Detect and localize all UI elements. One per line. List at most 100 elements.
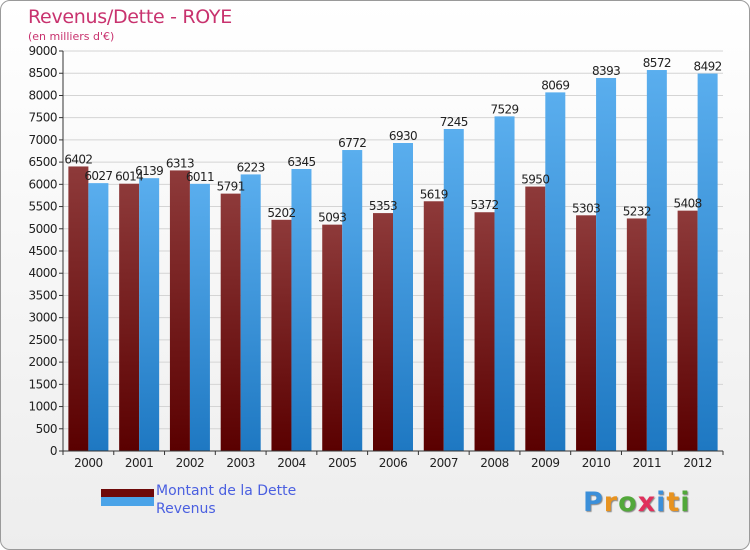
- data-label-dette: 5093: [318, 211, 346, 225]
- y-tick-label: 5000: [28, 222, 57, 236]
- x-tick-label: 2000: [74, 456, 103, 470]
- y-tick-label: 0: [50, 444, 57, 458]
- y-tick-label: 2500: [28, 333, 57, 347]
- x-tick-label: 2005: [328, 456, 357, 470]
- bar-revenus: [443, 129, 464, 451]
- data-label-revenus: 8069: [541, 78, 569, 92]
- x-tick-label: 2011: [633, 456, 662, 470]
- bar-revenus: [494, 116, 515, 451]
- data-label-dette: 5619: [420, 187, 448, 201]
- y-tick-label: 3000: [28, 311, 57, 325]
- y-tick-label: 8000: [28, 88, 57, 102]
- bar-dette: [525, 186, 546, 452]
- bar-revenus: [697, 73, 718, 452]
- data-label-dette: 6313: [166, 156, 194, 170]
- bar-revenus: [646, 70, 667, 452]
- data-label-revenus: 7529: [490, 102, 518, 116]
- data-label-revenus: 8393: [592, 64, 620, 78]
- logo-letter: o: [618, 487, 638, 518]
- y-tick-label: 6500: [28, 155, 57, 169]
- data-label-dette: 5202: [267, 206, 295, 220]
- bar-dette: [68, 166, 89, 451]
- logo-letter: x: [637, 487, 657, 518]
- data-label-revenus: 8492: [694, 60, 722, 74]
- data-label-dette: 5950: [521, 173, 549, 187]
- y-tick-label: 7000: [28, 133, 57, 147]
- x-tick-label: 2003: [226, 456, 255, 470]
- bar-revenus: [291, 169, 312, 451]
- data-label-revenus: 8572: [643, 56, 671, 70]
- bar-dette: [474, 212, 495, 451]
- bar-revenus: [596, 77, 617, 451]
- data-label-revenus: 6930: [389, 129, 417, 143]
- data-label-dette: 6014: [115, 170, 143, 184]
- logo-letter: P: [583, 487, 604, 518]
- bar-revenus: [393, 143, 413, 451]
- bar-dette: [576, 215, 597, 451]
- data-label-dette: 5372: [470, 198, 498, 212]
- logo-letter: i: [680, 487, 691, 518]
- data-label-revenus: 6139: [135, 164, 163, 178]
- y-tick-label: 4000: [28, 266, 57, 280]
- data-label-revenus: 6027: [84, 169, 112, 183]
- y-tick-label: 2000: [28, 355, 57, 369]
- bar-revenus: [342, 150, 363, 451]
- y-tick-label: 500: [36, 422, 57, 436]
- logo-letter: r: [603, 487, 619, 518]
- bar-dette: [271, 219, 292, 451]
- data-label-dette: 5232: [623, 204, 651, 218]
- data-label-revenus: 6011: [186, 170, 214, 184]
- y-tick-label: 1000: [28, 400, 57, 414]
- data-label-revenus: 6223: [237, 160, 265, 174]
- y-tick-label: 5500: [28, 200, 57, 214]
- data-label-dette: 5791: [217, 180, 245, 194]
- bar-revenus: [139, 178, 160, 451]
- y-tick-label: 4500: [28, 244, 57, 258]
- bar-revenus: [189, 183, 210, 451]
- bar-dette: [626, 218, 647, 451]
- logo-letter: t: [666, 487, 681, 518]
- legend-label-dette: Montant de la Dette: [156, 483, 297, 499]
- data-label-revenus: 6345: [287, 155, 315, 169]
- bar-dette: [322, 224, 343, 451]
- bar-dette: [677, 210, 698, 451]
- bar-dette: [423, 201, 444, 451]
- bar-dette: [373, 213, 393, 451]
- x-tick-label: 2001: [125, 456, 154, 470]
- bar-dette: [220, 193, 241, 451]
- logo-letter: i: [656, 487, 667, 518]
- x-tick-label: 2009: [531, 456, 560, 470]
- x-tick-label: 2002: [176, 456, 205, 470]
- x-tick-label: 2004: [277, 456, 306, 470]
- chart-subtitle: (en milliers d'€): [28, 30, 115, 43]
- x-tick-label: 2006: [379, 456, 408, 470]
- bar-revenus: [240, 174, 261, 451]
- proxiti-logo: Proxiti: [583, 487, 691, 518]
- bar-dette: [119, 183, 140, 451]
- data-label-revenus: 6772: [338, 136, 366, 150]
- x-tick-label: 2010: [582, 456, 611, 470]
- y-tick-label: 3500: [28, 288, 57, 302]
- data-label-revenus: 7245: [440, 115, 468, 129]
- bar-revenus: [88, 183, 109, 451]
- y-tick-label: 8500: [28, 66, 57, 80]
- legend-label-revenus: Revenus: [156, 501, 216, 517]
- data-label-dette: 5408: [674, 197, 702, 211]
- y-tick-label: 9000: [28, 44, 57, 58]
- bar-revenus: [545, 92, 566, 451]
- legend-swatch-dette: [101, 489, 154, 498]
- x-tick-label: 2012: [683, 456, 712, 470]
- x-tick-label: 2008: [480, 456, 509, 470]
- bar-dette: [169, 170, 190, 451]
- data-label-dette: 5353: [369, 199, 397, 213]
- chart-title: Revenus/Dette - ROYE: [28, 6, 232, 28]
- data-label-dette: 6402: [64, 152, 92, 166]
- legend-swatch-revenus: [101, 497, 154, 506]
- y-tick-label: 6000: [28, 177, 57, 191]
- data-label-dette: 5303: [572, 201, 600, 215]
- y-tick-label: 7500: [28, 111, 57, 125]
- x-tick-label: 2007: [429, 456, 458, 470]
- y-tick-label: 1500: [28, 377, 57, 391]
